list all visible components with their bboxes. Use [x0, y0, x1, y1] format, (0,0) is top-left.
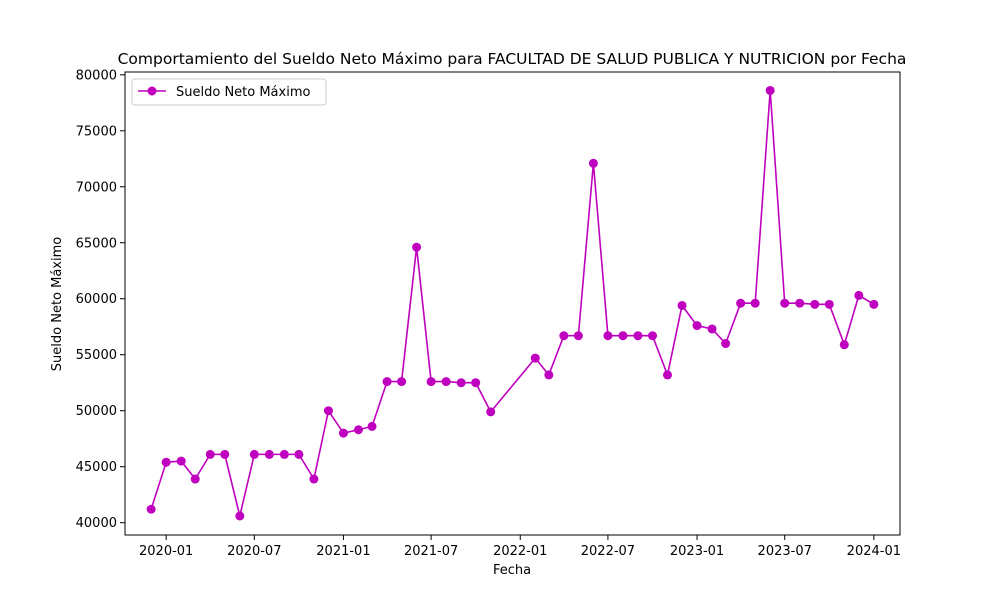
x-axis-label: Fecha	[493, 563, 531, 578]
data-point	[588, 158, 598, 168]
x-tick-label: 2020-01	[139, 544, 193, 559]
data-point	[353, 425, 363, 435]
data-point	[559, 331, 569, 341]
data-point	[294, 449, 304, 459]
legend-marker	[147, 86, 157, 96]
x-tick-label: 2023-01	[670, 544, 724, 559]
y-tick-label: 70000	[76, 180, 117, 195]
legend: Sueldo Neto Máximo	[131, 78, 327, 106]
data-point	[663, 370, 672, 380]
x-tick-label: 2022-01	[493, 544, 547, 559]
y-axis-label: Sueldo Neto Máximo	[50, 237, 65, 371]
series-points	[146, 85, 879, 521]
y-tick-label: 55000	[76, 348, 117, 363]
y-tick-label: 65000	[76, 236, 117, 251]
y-tick-label: 45000	[76, 460, 117, 475]
data-point	[471, 378, 481, 388]
data-point	[161, 457, 171, 467]
data-point	[235, 511, 245, 521]
data-point	[456, 378, 466, 388]
data-point	[603, 331, 613, 341]
data-point	[530, 353, 540, 363]
data-point	[146, 504, 156, 514]
y-axis: 40000 45000 50000 55000 60000 65000 70000 75000…	[76, 68, 125, 531]
data-point	[382, 377, 392, 387]
data-point	[309, 474, 319, 484]
data-point	[486, 407, 496, 417]
data-point	[323, 406, 333, 416]
data-point	[220, 449, 230, 459]
data-point	[249, 449, 259, 459]
legend-entry: Sueldo Neto Máximo	[176, 85, 310, 100]
data-point	[544, 370, 554, 380]
data-point	[367, 421, 377, 431]
data-point	[264, 449, 274, 459]
x-tick-label: 2020-07	[227, 544, 281, 559]
y-tick-label: 40000	[76, 516, 117, 531]
data-point	[869, 299, 879, 309]
data-point	[633, 331, 643, 341]
data-point	[573, 331, 583, 341]
x-tick-label: 2021-01	[316, 544, 370, 559]
data-point	[412, 242, 422, 252]
x-axis: 2020-01 2020-07 2021-01 2021-07 2022-01 2022-…	[139, 535, 901, 559]
data-point	[190, 474, 200, 484]
x-tick-label: 2023-07	[758, 544, 812, 559]
data-point	[750, 298, 760, 308]
x-tick-label: 2024-01	[847, 544, 901, 559]
data-point	[677, 300, 687, 310]
data-point	[795, 298, 805, 308]
data-point	[397, 377, 407, 387]
data-point	[810, 299, 820, 309]
data-point	[647, 331, 657, 341]
data-point	[618, 331, 628, 341]
data-point	[780, 298, 790, 308]
plot-frame	[124, 71, 901, 536]
x-tick-label: 2022-07	[581, 544, 635, 559]
data-point	[279, 449, 289, 459]
data-point	[824, 299, 834, 309]
data-point	[854, 290, 864, 300]
data-point	[338, 428, 348, 438]
y-tick-label: 50000	[76, 404, 117, 419]
data-point	[707, 324, 717, 334]
x-tick-label: 2021-07	[404, 544, 458, 559]
y-tick-label: 80000	[76, 68, 117, 83]
data-point	[205, 449, 215, 459]
chart-title: Comportamiento del Sueldo Neto Máximo pa…	[118, 50, 907, 68]
data-point	[839, 340, 849, 350]
data-point	[441, 377, 451, 387]
data-point	[736, 298, 746, 308]
data-point	[692, 321, 702, 331]
data-point	[426, 377, 436, 387]
legend-box	[131, 78, 327, 106]
data-point	[176, 456, 186, 466]
y-tick-label: 60000	[76, 292, 117, 307]
data-point	[765, 85, 775, 95]
y-tick-label: 75000	[76, 124, 117, 139]
data-point	[721, 339, 731, 349]
